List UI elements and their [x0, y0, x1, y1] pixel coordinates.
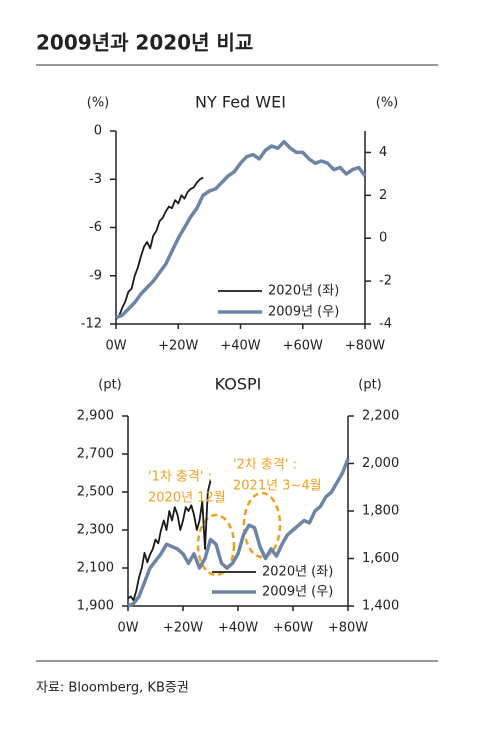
y-tick-label: 1,900 [77, 599, 114, 614]
legend-label: 2020년 (좌) [262, 565, 333, 580]
legend-label: 2009년 (우) [262, 585, 333, 600]
x-tick-label: +20W [163, 621, 203, 636]
x-tick-label: 0W [117, 621, 138, 636]
y2-tick-label: 2,000 [362, 456, 399, 471]
highlight-circle [196, 513, 236, 577]
y-tick-label: -12 [81, 317, 102, 332]
y-axis-unit: (pt) [98, 378, 122, 393]
y2-tick-label: 4 [379, 145, 387, 160]
annotation: '1차 충격' : [148, 470, 212, 485]
y-tick-label: 2,700 [77, 447, 114, 462]
chart-title: NY Fed WEI [195, 93, 286, 112]
legend-label: 2009년 (우) [268, 305, 339, 320]
y2-tick-label: 2,200 [362, 409, 399, 424]
x-tick-label: +60W [273, 621, 313, 636]
y-axis-unit: (%) [87, 96, 110, 111]
y2-tick-label: 1,800 [362, 504, 399, 519]
page-title: 2009년과 2020년 비교 [36, 31, 253, 55]
x-tick-label: +80W [328, 621, 368, 636]
y2-axis-unit: (pt) [358, 378, 382, 393]
annotation: 2021년 3~4월 [233, 479, 322, 494]
y2-tick-label: 0 [379, 231, 387, 246]
highlight-circle [242, 491, 282, 559]
y-tick-label: 2,100 [77, 561, 114, 576]
annotation: '2차 충격' : [233, 458, 297, 473]
legend-label: 2020년 (좌) [268, 284, 339, 299]
annotation: 2020년 12월 [148, 491, 226, 506]
data-line [115, 176, 204, 320]
y-tick-label: 2,500 [77, 485, 114, 500]
y-tick-label: -6 [89, 220, 102, 235]
y-tick-label: -3 [89, 172, 102, 187]
y-tick-label: 2,900 [77, 409, 114, 424]
x-tick-label: +60W [283, 339, 323, 354]
y2-tick-label: 1,600 [362, 551, 399, 566]
y-tick-label: 0 [94, 124, 102, 139]
data-line [127, 480, 212, 602]
y-tick-label: 2,300 [77, 523, 114, 538]
x-tick-label: +80W [345, 339, 385, 354]
data-line [127, 458, 350, 608]
x-tick-label: +40W [218, 621, 258, 636]
y2-tick-label: -4 [379, 317, 392, 332]
y2-axis-unit: (%) [376, 96, 399, 111]
y2-tick-label: 1,400 [362, 599, 399, 614]
source: 자료: Bloomberg, KB증권 [36, 681, 189, 696]
chart-title: KOSPI [215, 375, 262, 394]
x-tick-label: +40W [220, 339, 260, 354]
data-line [115, 139, 367, 320]
y2-tick-label: 2 [379, 188, 387, 203]
y-tick-label: -9 [89, 268, 102, 283]
x-tick-label: 0W [105, 339, 126, 354]
y2-tick-label: -2 [379, 274, 392, 289]
x-tick-label: +20W [158, 339, 198, 354]
